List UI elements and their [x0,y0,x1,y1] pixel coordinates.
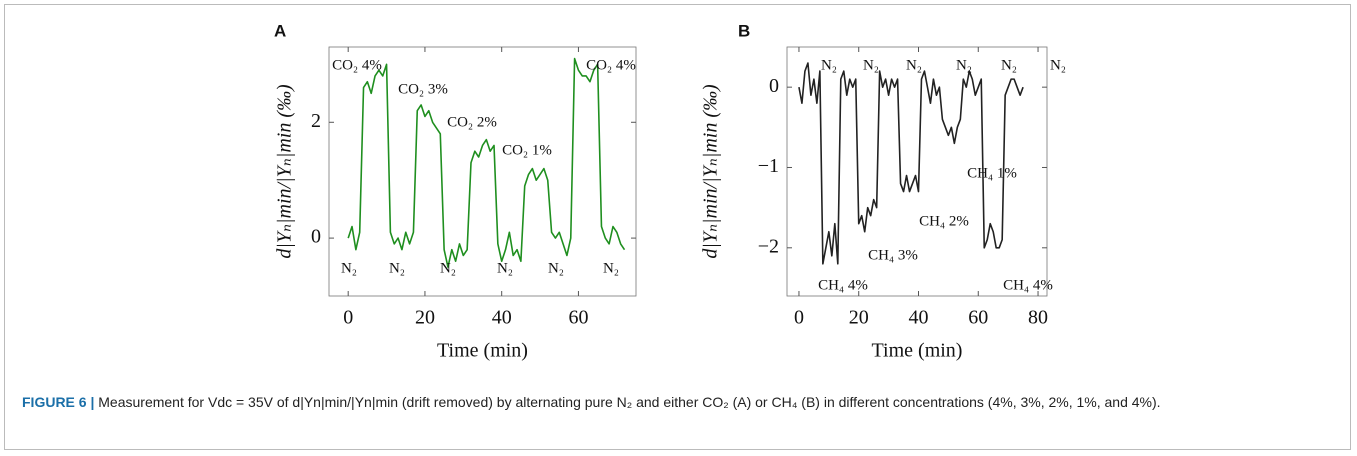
annotation: CO₂ 1% [502,142,552,158]
x-axis-label: Time (min) [437,340,528,362]
x-tick-label: 40 [492,307,512,329]
annotation: N₂ [341,260,357,276]
annotation: CO₂ 3% [398,81,448,97]
x-axis-label: Time (min) [872,340,963,362]
annotation: CH₄ 2% [919,213,969,229]
annotation: CH₄ 4% [818,277,868,293]
y-tick-label: 0 [769,75,779,97]
y-tick-label: −1 [758,155,779,177]
annotation: N₂ [821,57,837,73]
figure: A 0 20 40 60 0 2 Time (min) d|Yₙ|min/|Yₙ|min (‰)… [274,21,1066,362]
x-tick-label: 0 [794,307,804,329]
x-tick-label: 60 [568,307,588,329]
annotation: N₂ [497,260,513,276]
panel-label: B [738,21,750,40]
caption-text: Measurement for Vdc = 35V of d|Yn|min/|Y… [98,394,1161,410]
caption-label: FIGURE 6 | [22,394,95,410]
annotation: N₂ [548,260,564,276]
x-tick-label: 40 [908,307,928,329]
annotation: N₂ [1050,57,1066,73]
y-tick-label: 2 [311,110,321,132]
x-tick-label: 0 [343,307,353,329]
annotation: N₂ [603,260,619,276]
annotation: CO₂ 2% [447,114,497,130]
annotation: N₂ [906,57,922,73]
y-axis-label: d|Yₙ|min/|Yₙ|min (‰) [700,84,722,259]
caption: FIGURE 6 | Measurement for Vdc = 35V of … [22,392,1332,413]
y-tick-label: 0 [311,226,321,248]
panel-label: A [274,21,286,40]
annotation: N₂ [1001,57,1017,73]
annotation: CH₄ 1% [967,165,1017,181]
plot-frame [328,46,637,297]
annotation: CO₂ 4% [586,57,636,73]
figure-frame [4,4,1351,450]
data-line [347,57,626,268]
y-axis-label: d|Yₙ|min/|Yₙ|min (‰) [274,84,296,259]
annotation: N₂ [389,260,405,276]
annotation: N₂ [956,57,972,73]
annotation: CO₂ 4% [332,57,382,73]
x-tick-label: 80 [1028,307,1048,329]
annotation: N₂ [440,260,456,276]
annotation: CH₄ 4% [1003,277,1053,293]
annotation: CH₄ 3% [868,247,918,263]
annotation: N₂ [863,57,879,73]
data-line [798,62,1024,265]
x-tick-label: 20 [849,307,869,329]
plot-frame [786,46,1048,297]
y-tick-label: −2 [758,235,779,257]
x-tick-label: 20 [415,307,435,329]
x-tick-label: 60 [968,307,988,329]
